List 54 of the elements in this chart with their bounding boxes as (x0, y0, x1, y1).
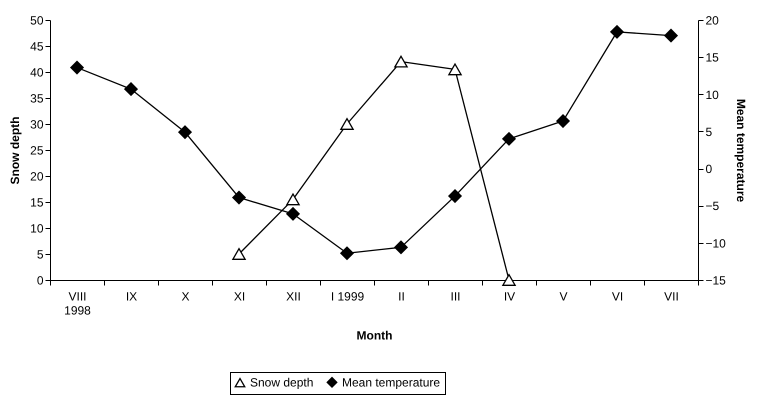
x-tick-label: II (398, 290, 405, 304)
x-tick-label: VIII 1998 (64, 290, 92, 318)
point (70, 60, 84, 74)
point (286, 193, 300, 206)
y2-tick-label: −5 (706, 199, 720, 214)
x-tick-label: X (181, 290, 190, 304)
point (340, 118, 354, 130)
y-tick-label: 0 (36, 274, 44, 288)
point (448, 189, 462, 203)
point (394, 56, 408, 68)
x-tick-label: XII (286, 290, 301, 304)
point (448, 63, 462, 76)
y-tick-label: 5 (36, 248, 44, 262)
y-tick-label: 40 (30, 66, 44, 80)
y-axis-title: Snow depth (8, 116, 22, 184)
y2-tick-label: −15 (706, 274, 726, 288)
point (340, 246, 354, 260)
y2-tick-label: 10 (706, 88, 720, 102)
y-tick-label: 45 (30, 40, 44, 54)
point (232, 248, 246, 260)
x-tick-label: XI (234, 290, 246, 304)
point (178, 125, 192, 139)
point (232, 190, 246, 204)
x-tick-label: V (559, 290, 568, 304)
legend-label: Snow depth (250, 376, 314, 390)
point (394, 240, 408, 254)
point (610, 25, 624, 39)
point (502, 132, 516, 146)
x-tick-label: III (450, 290, 461, 304)
y2-tick-label: 0 (706, 162, 712, 176)
point (556, 114, 570, 128)
point (502, 274, 516, 286)
y-tick-label: 25 (30, 144, 44, 158)
legend-label: Mean temperature (342, 375, 440, 390)
y-tick-label: 15 (30, 196, 44, 210)
x-axis-title: Month (356, 328, 392, 342)
y2-tick-label: −10 (706, 236, 726, 250)
y2-axis-title: Mean temperature (734, 98, 748, 203)
x-tick-label: VII (664, 290, 679, 304)
point (664, 28, 678, 42)
x-tick-label: VI (612, 290, 624, 304)
y2-tick-label: 20 (706, 14, 720, 28)
point (286, 207, 300, 221)
y2-tick-label: 15 (706, 50, 720, 65)
y-tick-label: 50 (30, 14, 44, 28)
y-tick-label: 20 (30, 170, 44, 184)
x-tick-label: I 1999 (330, 290, 364, 304)
x-tick-label: IV (504, 290, 516, 304)
point (124, 82, 138, 96)
x-tick-label: IX (126, 290, 138, 304)
y-tick-label: 30 (30, 118, 44, 132)
y-tick-label: 35 (30, 92, 44, 106)
y2-tick-label: 5 (706, 124, 712, 139)
y-tick-label: 10 (30, 222, 44, 236)
